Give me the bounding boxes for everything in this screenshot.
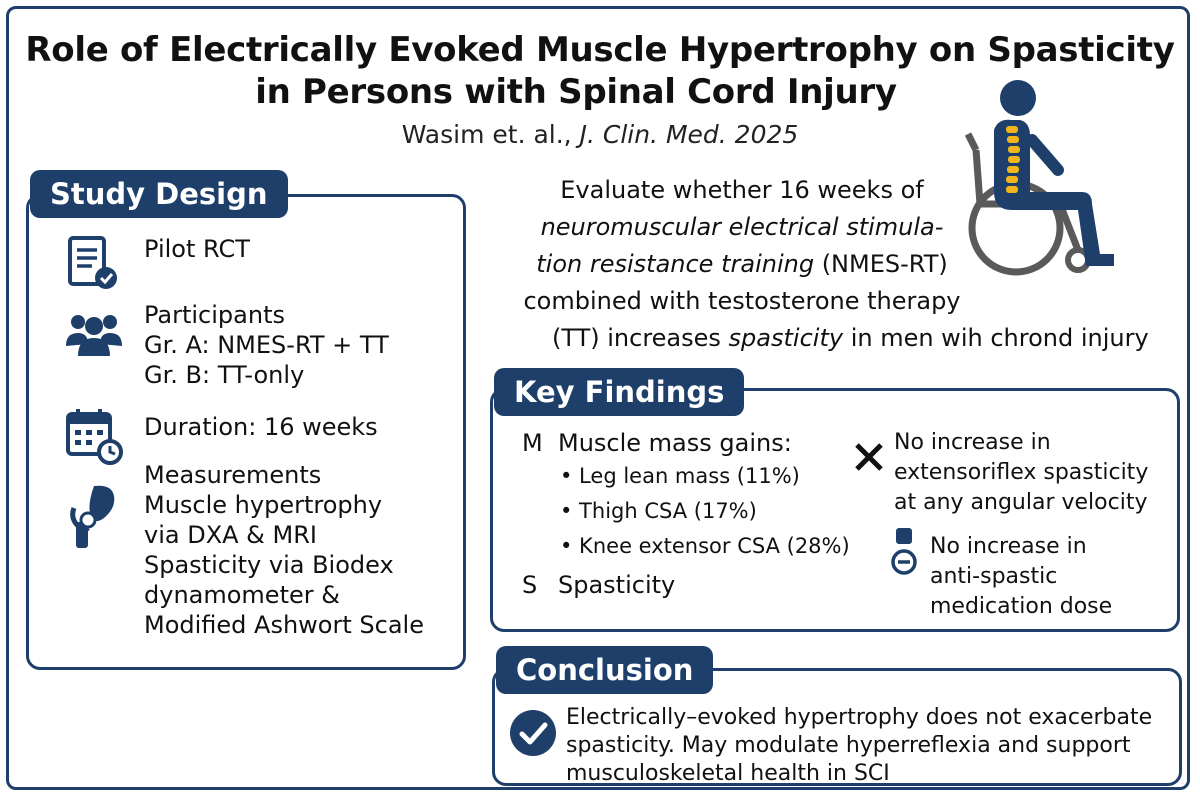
objective-line-4: combined with testosterone therapy <box>523 287 961 315</box>
design-text: dynamometer & <box>144 581 340 609</box>
objective-line-5a: (TT) increases <box>552 324 729 352</box>
design-text: Muscle hypertrophy <box>144 491 383 519</box>
finding-text: No increase in <box>894 430 1051 455</box>
wheelchair-user-icon <box>964 80 1114 276</box>
cross-icon <box>855 443 883 471</box>
muscle-marker: M <box>522 429 543 457</box>
participants-icon <box>66 315 122 356</box>
design-text: Pilot RCT <box>144 235 250 263</box>
spasticity-marker: S <box>522 571 538 599</box>
poster-frame <box>6 6 1190 790</box>
citation-authors: Wasim et. al., <box>401 120 580 149</box>
design-text: Measurements <box>144 461 322 489</box>
title-line-1: Role of Electrically Evoked Muscle Hyper… <box>25 30 1175 70</box>
objective-line-3-italic: tion resistance training <box>536 250 815 278</box>
design-text: Spasticity via Biodex <box>144 551 394 579</box>
design-text: Participants <box>144 301 285 329</box>
design-text: Modified Ashwort Scale <box>144 611 424 639</box>
calendar-clock-icon <box>66 409 123 465</box>
objective-line-5-italic: spasticity <box>728 324 844 352</box>
muscle-mass-title: Muscle mass gains: <box>558 429 792 457</box>
design-text: via DXA & MRI <box>144 521 317 549</box>
objective-line-5b: in men wih chrond injury <box>843 324 1149 352</box>
check-circle-icon <box>510 710 556 756</box>
spasticity-title: Spasticity <box>558 571 676 599</box>
finding-text: extensoriflex spasticity <box>894 460 1149 485</box>
citation-journal: J. Clin. Med. 2025 <box>579 120 799 149</box>
finding-text: medication dose <box>930 594 1113 619</box>
document-check-icon <box>68 236 117 289</box>
objective-line-1: Evaluate whether 16 weeks of <box>560 176 924 204</box>
title-line-2: in Persons with Spinal Cord Injury <box>255 72 897 112</box>
design-text: Gr. A: NMES-RT + TT <box>144 331 389 359</box>
medication-minus-icon <box>891 528 917 575</box>
spine-icon <box>1006 126 1020 193</box>
finding-text: at any angular velocity <box>894 490 1148 515</box>
objective-line-2: neuromuscular electrical stimula- <box>540 213 944 241</box>
finding-bullet: • Leg lean mass (11%) <box>560 464 800 488</box>
muscle-knee-icon <box>70 485 115 548</box>
finding-text: anti-spastic <box>930 564 1058 589</box>
key-findings-panel <box>490 388 1180 632</box>
conclusion-heading: Conclusion <box>496 646 714 694</box>
finding-bullet: • Thigh CSA (17%) <box>560 499 757 523</box>
study-objective: Evaluate whether 16 weeks of neuromuscul… <box>512 172 1148 357</box>
design-text: Duration: 16 weeks <box>144 413 378 441</box>
study-design-heading: Study Design <box>30 170 288 218</box>
finding-text: No increase in <box>930 534 1087 559</box>
design-text: Gr. B: TT-only <box>144 361 305 389</box>
key-findings-heading: Key Findings <box>494 368 745 416</box>
citation: Wasim et. al., J. Clin. Med. 2025 <box>0 120 1200 149</box>
conclusion-text: Electrically–evoked hypertrophy does not… <box>566 705 1153 786</box>
objective-line-3: (NMES-RT) <box>814 250 948 278</box>
finding-bullet: • Knee extensor CSA (28%) <box>560 534 850 558</box>
